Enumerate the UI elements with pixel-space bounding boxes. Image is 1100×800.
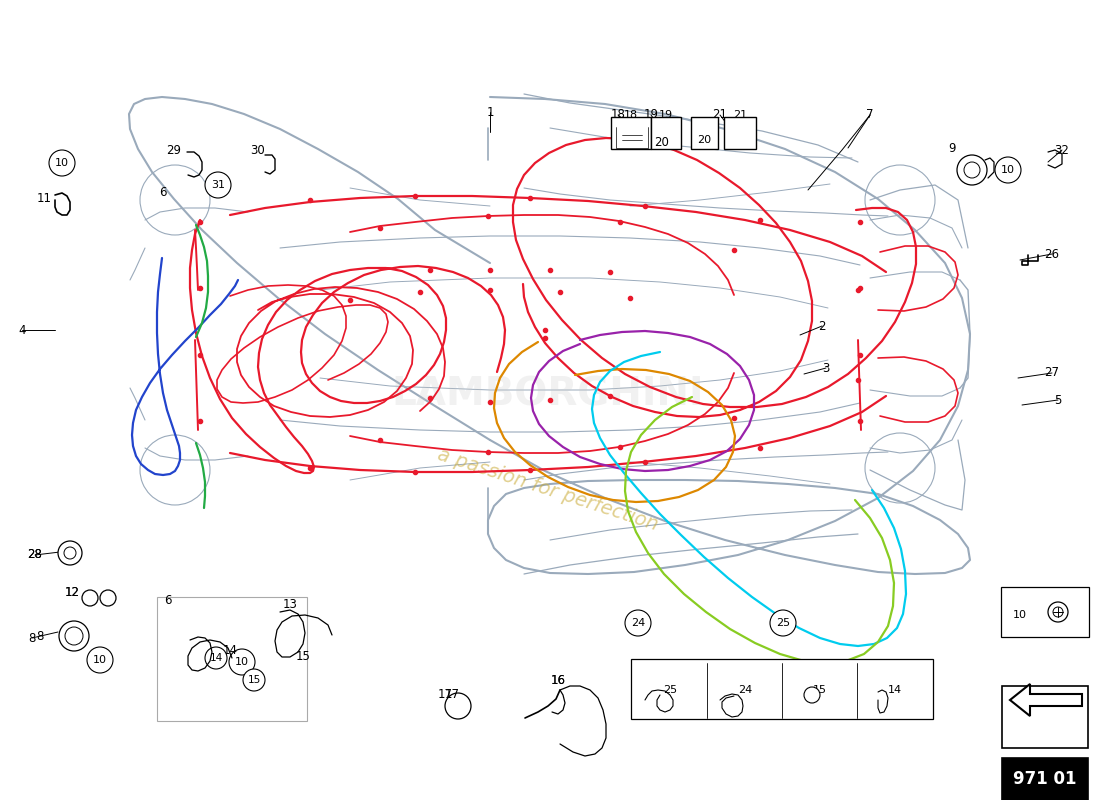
FancyBboxPatch shape: [691, 117, 718, 149]
Text: 24: 24: [738, 685, 752, 695]
FancyBboxPatch shape: [651, 117, 681, 149]
Text: 29: 29: [166, 143, 182, 157]
Circle shape: [964, 162, 980, 178]
Text: 26: 26: [1045, 247, 1059, 261]
Circle shape: [1053, 607, 1063, 617]
Text: 20: 20: [654, 135, 670, 149]
Text: 8: 8: [29, 631, 35, 645]
Text: 27: 27: [1045, 366, 1059, 379]
Text: 11: 11: [36, 191, 52, 205]
FancyBboxPatch shape: [631, 659, 933, 719]
FancyBboxPatch shape: [610, 117, 651, 149]
Circle shape: [64, 547, 76, 559]
Text: 30: 30: [251, 143, 265, 157]
Text: 8: 8: [36, 630, 44, 642]
Text: 15: 15: [813, 685, 827, 695]
Text: a passion for perfection: a passion for perfection: [436, 446, 661, 534]
Text: 25: 25: [663, 685, 678, 695]
Text: 31: 31: [211, 180, 226, 190]
Circle shape: [996, 157, 1021, 183]
Circle shape: [625, 610, 651, 636]
Text: 17: 17: [444, 687, 460, 701]
Circle shape: [446, 693, 471, 719]
Text: 9: 9: [948, 142, 956, 154]
Text: 20: 20: [697, 135, 711, 145]
Text: 971 01: 971 01: [1013, 770, 1077, 788]
Text: 10: 10: [94, 655, 107, 665]
Text: 1: 1: [486, 106, 494, 118]
Text: 2: 2: [818, 319, 826, 333]
Text: 15: 15: [296, 650, 310, 662]
Circle shape: [770, 610, 796, 636]
Circle shape: [100, 590, 116, 606]
Text: 25: 25: [776, 618, 790, 628]
Circle shape: [957, 155, 987, 185]
FancyBboxPatch shape: [724, 117, 756, 149]
Text: 6: 6: [160, 186, 167, 198]
Text: 28: 28: [28, 549, 43, 562]
Text: 19: 19: [659, 110, 673, 120]
Text: 32: 32: [1055, 143, 1069, 157]
Text: 14: 14: [888, 685, 902, 695]
Text: 15: 15: [248, 675, 261, 685]
Circle shape: [50, 150, 75, 176]
Text: 13: 13: [283, 598, 297, 610]
Circle shape: [58, 541, 82, 565]
Text: 10: 10: [1001, 165, 1015, 175]
Polygon shape: [1010, 684, 1082, 716]
Circle shape: [205, 647, 227, 669]
Circle shape: [205, 172, 231, 198]
Text: 14: 14: [222, 643, 238, 657]
Text: 10: 10: [55, 158, 69, 168]
Text: 21: 21: [733, 110, 747, 120]
Circle shape: [229, 649, 255, 675]
Circle shape: [65, 627, 82, 645]
FancyBboxPatch shape: [1002, 758, 1088, 800]
Circle shape: [87, 647, 113, 673]
FancyBboxPatch shape: [1002, 686, 1088, 748]
Text: 28: 28: [28, 549, 43, 562]
Text: 12: 12: [65, 586, 79, 598]
Text: 5: 5: [1054, 394, 1062, 406]
Text: 12: 12: [65, 586, 79, 598]
Text: LAMBORGHINI: LAMBORGHINI: [392, 376, 704, 414]
Text: 3: 3: [823, 362, 829, 374]
FancyBboxPatch shape: [1001, 587, 1089, 637]
Text: 21: 21: [713, 109, 727, 122]
Text: 18: 18: [610, 109, 626, 122]
Text: 18: 18: [624, 110, 638, 120]
Text: 16: 16: [550, 674, 565, 686]
Circle shape: [59, 621, 89, 651]
Text: 14: 14: [209, 653, 222, 663]
FancyBboxPatch shape: [157, 597, 307, 721]
Text: 4: 4: [19, 323, 25, 337]
Text: 6: 6: [164, 594, 172, 606]
Text: 17: 17: [438, 689, 453, 702]
Text: 19: 19: [644, 109, 659, 122]
Text: 10: 10: [1013, 610, 1027, 620]
Circle shape: [804, 687, 820, 703]
Circle shape: [1048, 602, 1068, 622]
Text: 16: 16: [550, 674, 565, 686]
Circle shape: [82, 590, 98, 606]
Text: 24: 24: [631, 618, 645, 628]
Text: 10: 10: [235, 657, 249, 667]
Text: 7: 7: [867, 109, 873, 122]
Circle shape: [243, 669, 265, 691]
